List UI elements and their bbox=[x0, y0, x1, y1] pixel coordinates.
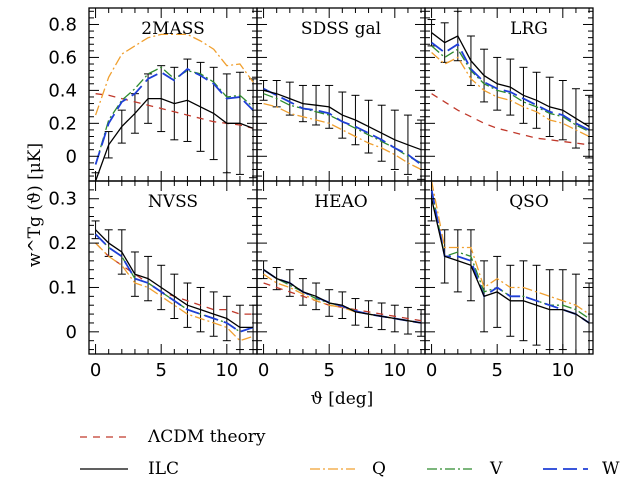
series-line-w bbox=[431, 41, 590, 131]
panel-title: 2MASS bbox=[141, 19, 205, 39]
legend-label-v: V bbox=[489, 459, 503, 479]
panel-sdss-gal: SDSS gal bbox=[256, 7, 426, 182]
panel-lrg: LRG bbox=[424, 7, 594, 182]
series-line-w bbox=[263, 87, 422, 166]
plot-area bbox=[91, 33, 257, 181]
y-tick-label: 0.2 bbox=[48, 113, 77, 134]
plot-area bbox=[259, 79, 425, 180]
x-tick-label: 5 bbox=[491, 360, 502, 381]
x-tick-label: 0 bbox=[90, 360, 101, 381]
error-bars bbox=[91, 220, 257, 351]
panel-title: HEAO bbox=[314, 192, 367, 212]
series-line-q bbox=[94, 33, 254, 116]
series-line-ilc bbox=[263, 89, 422, 151]
y-tick-label: 0 bbox=[66, 146, 77, 167]
series-line-ilc bbox=[95, 229, 254, 329]
series-line-w bbox=[94, 233, 254, 333]
x-tick-label: 0 bbox=[258, 360, 269, 381]
y-tick-label: 0.4 bbox=[48, 80, 77, 101]
series-line-q bbox=[431, 52, 590, 138]
error-bars bbox=[259, 79, 425, 180]
series-line-ilc bbox=[263, 269, 422, 324]
legend: ΛCDM theory ILC Q V W bbox=[80, 427, 620, 479]
series-line-w bbox=[94, 67, 254, 165]
series-line-q bbox=[430, 181, 590, 315]
panel-title: SDSS gal bbox=[301, 19, 381, 39]
series-line-ilc bbox=[431, 32, 590, 128]
x-tick-label: 10 bbox=[215, 360, 238, 381]
panels-group: 2MASS SDSS gal LRG NVSS HEAO QSO bbox=[88, 7, 594, 355]
x-tick-label: 5 bbox=[323, 360, 334, 381]
series-line-ilc bbox=[94, 97, 254, 181]
series-line-v bbox=[94, 66, 254, 165]
series-line-v bbox=[431, 45, 590, 133]
x-tick-label: 5 bbox=[155, 360, 166, 381]
panel-title: LRG bbox=[510, 19, 548, 39]
series-line-theory bbox=[431, 93, 590, 146]
error-bars bbox=[259, 260, 425, 337]
y-tick-label: 0.6 bbox=[48, 47, 77, 68]
legend-label-w: W bbox=[602, 459, 620, 479]
y-tick-label: 0 bbox=[66, 322, 77, 343]
y-tick-label: 0.3 bbox=[48, 189, 77, 210]
y-tick-label: 0.1 bbox=[48, 277, 77, 298]
y-tick-labels: 0 0.2 0.4 0.6 0.8 0 0.1 0.2 0.3 bbox=[48, 14, 77, 342]
x-tick-label: 0 bbox=[426, 360, 437, 381]
series-line-w bbox=[430, 189, 590, 324]
x-tick-label: 10 bbox=[383, 360, 406, 381]
y-tick-label: 0.2 bbox=[48, 233, 77, 254]
panel-frame bbox=[424, 7, 594, 182]
x-axis-label: ϑ [deg] bbox=[311, 389, 374, 409]
panel-heao: HEAO bbox=[256, 180, 426, 355]
plot-area bbox=[427, 181, 593, 354]
y-tick-label: 0.8 bbox=[48, 14, 77, 35]
x-tick-label: 10 bbox=[551, 360, 574, 381]
legend-label-ilc: ILC bbox=[148, 459, 179, 479]
plot-area bbox=[259, 260, 425, 337]
panel-2mass: 2MASS bbox=[88, 7, 258, 182]
plot-area bbox=[427, 10, 593, 159]
plot-area bbox=[91, 220, 257, 351]
panel-title: NVSS bbox=[148, 192, 198, 212]
panel-title: QSO bbox=[509, 192, 549, 212]
panel-qso: QSO bbox=[424, 180, 594, 355]
x-tick-labels: 0 5 10 0 5 10 0 5 10 bbox=[90, 360, 574, 381]
series-line-ilc bbox=[430, 198, 590, 324]
y-axis-label: w^Tg (ϑ) [μK] bbox=[25, 143, 45, 267]
panel-frame bbox=[424, 180, 594, 355]
panel-nvss: NVSS bbox=[88, 180, 258, 355]
legend-label-theory: ΛCDM theory bbox=[147, 427, 266, 447]
legend-label-q: Q bbox=[372, 459, 386, 479]
